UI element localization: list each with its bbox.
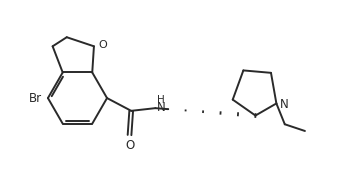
Text: Br: Br xyxy=(29,92,42,105)
Text: O: O xyxy=(99,40,107,50)
Text: H: H xyxy=(157,95,165,105)
Text: N: N xyxy=(280,98,288,111)
Text: N: N xyxy=(157,101,165,114)
Text: O: O xyxy=(125,139,134,152)
